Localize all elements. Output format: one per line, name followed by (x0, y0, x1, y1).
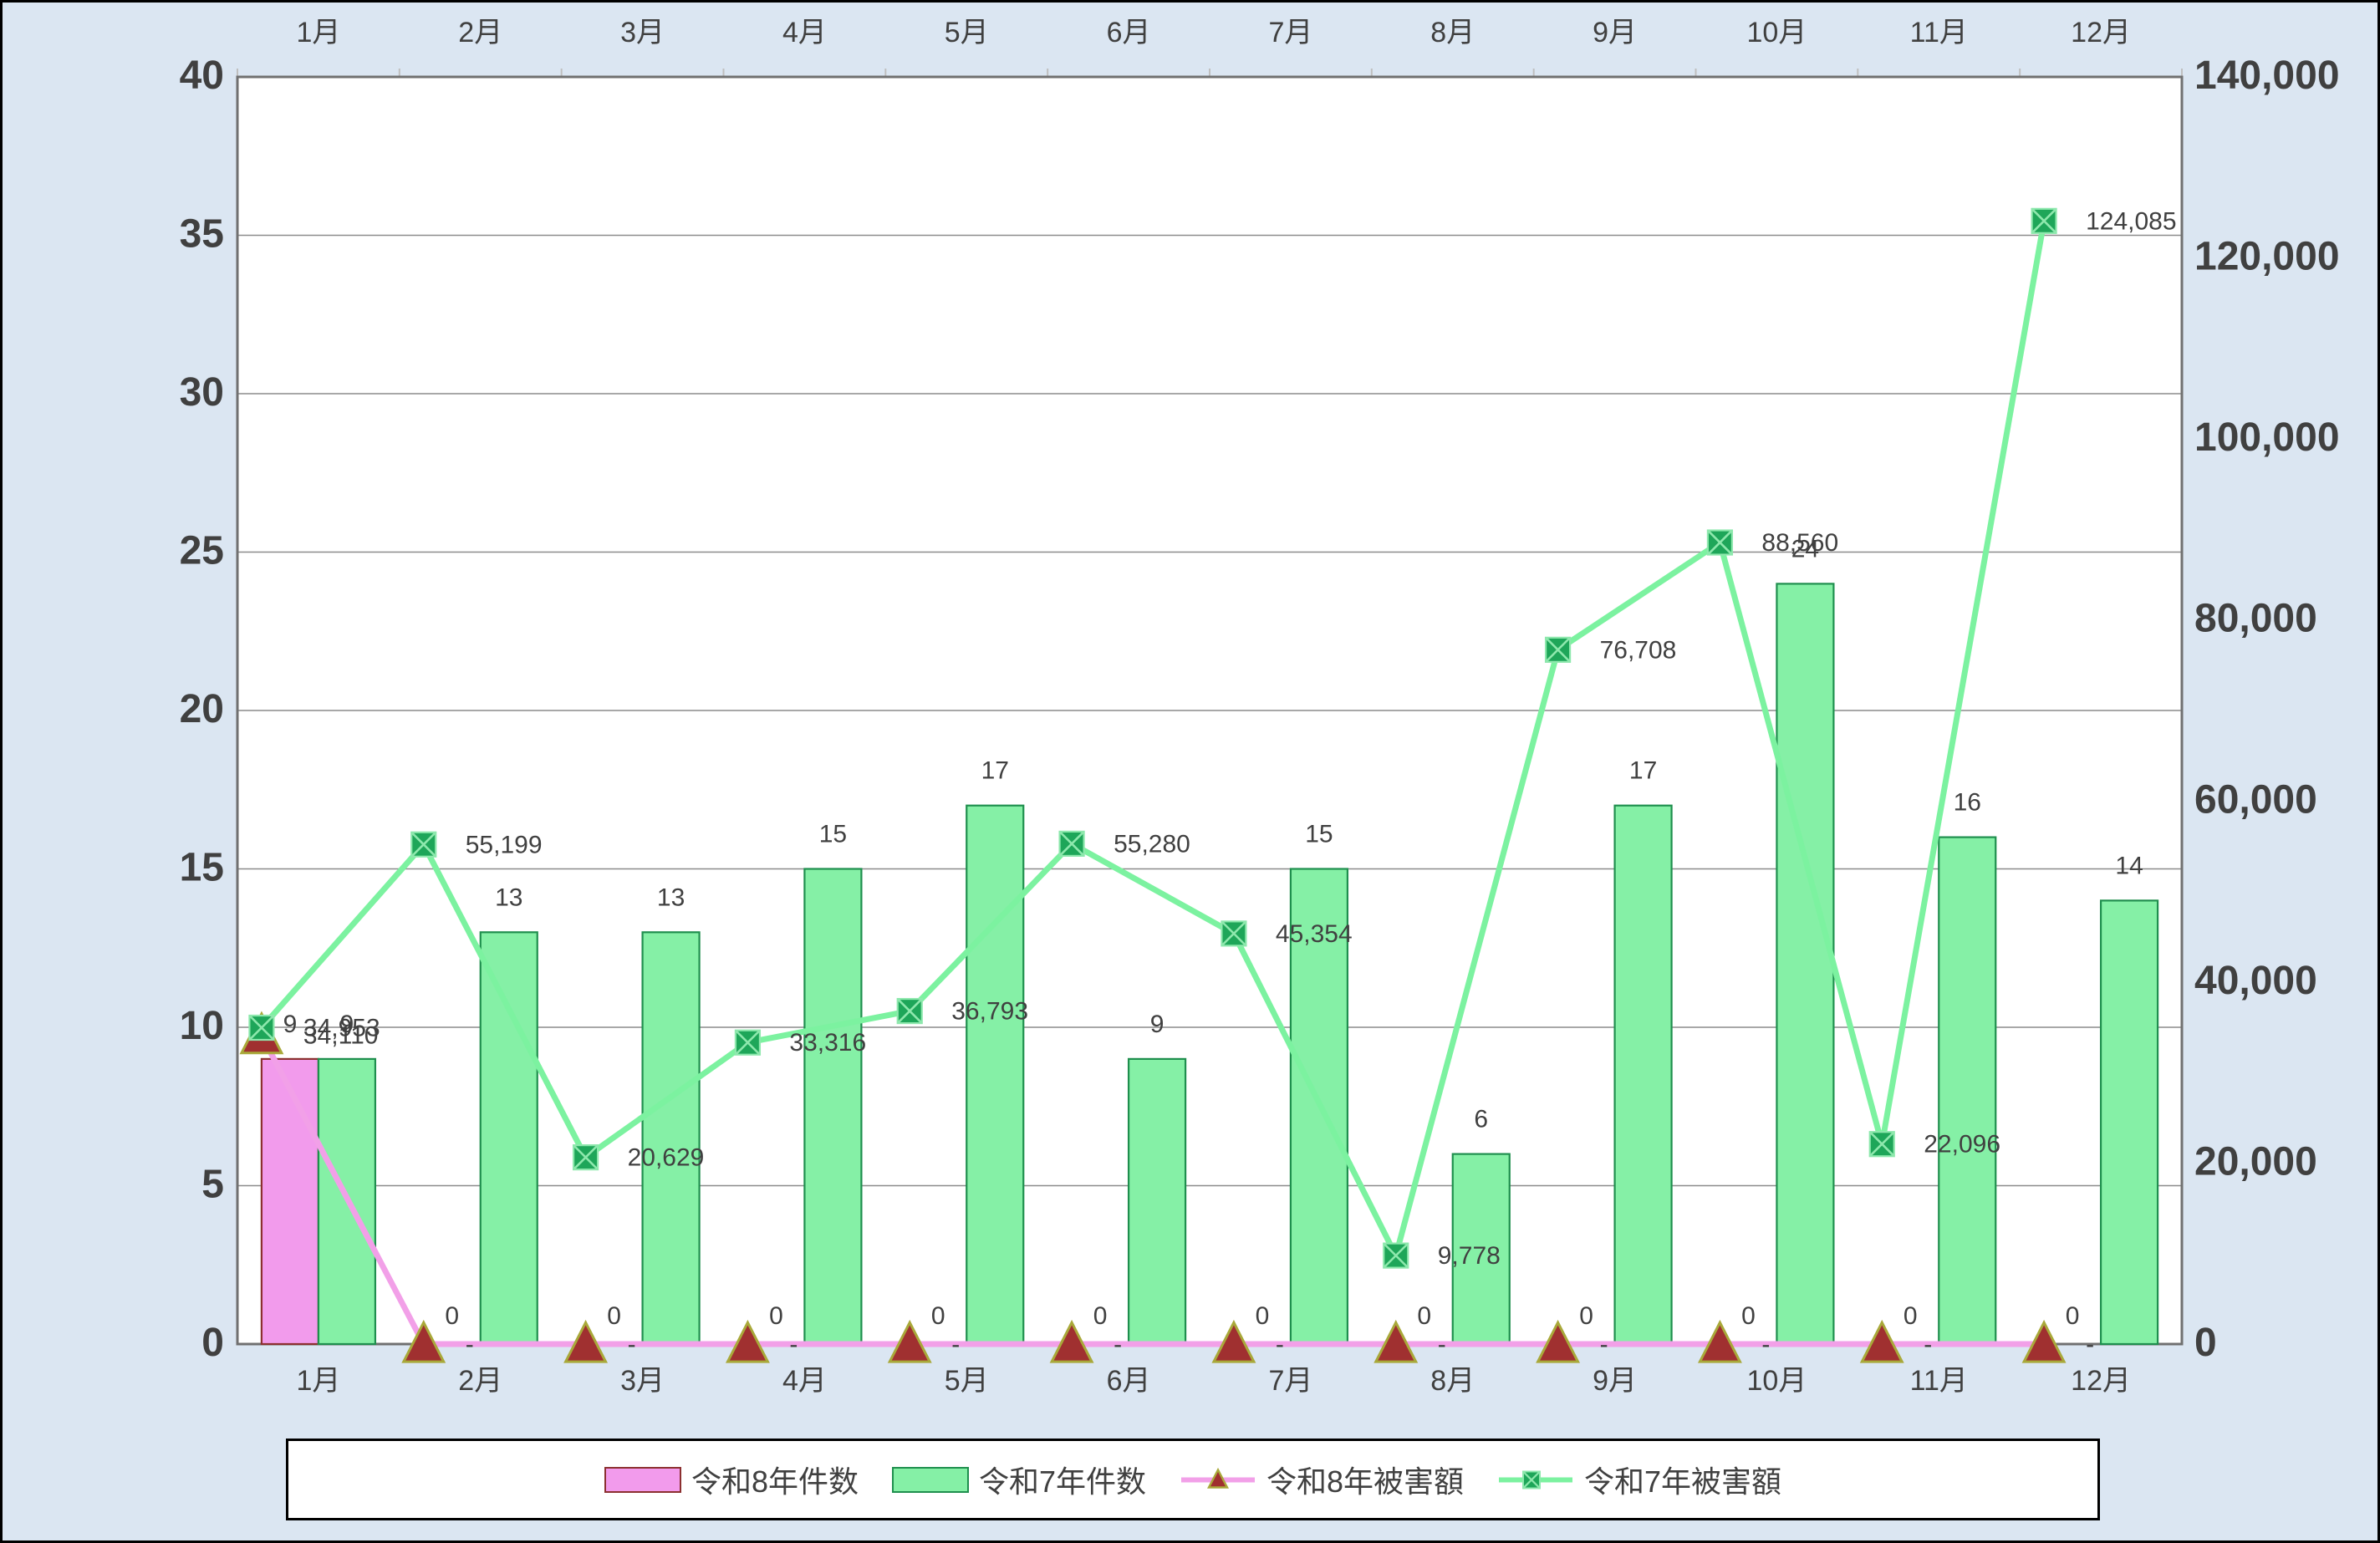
svg-text:8月: 8月 (1430, 17, 1475, 48)
svg-text:17: 17 (1629, 757, 1657, 785)
svg-text:9,778: 9,778 (1438, 1242, 1501, 1270)
svg-text:16: 16 (1954, 789, 1981, 817)
svg-text:80,000: 80,000 (2194, 597, 2317, 641)
svg-text:10: 10 (180, 1004, 224, 1048)
svg-text:8月: 8月 (1430, 1365, 1475, 1397)
svg-text:12月: 12月 (2071, 17, 2131, 48)
svg-text:11月: 11月 (1910, 17, 1968, 48)
svg-text:3月: 3月 (620, 1365, 665, 1397)
svg-text:9: 9 (1150, 1011, 1165, 1038)
svg-text:0: 0 (1093, 1302, 1108, 1330)
svg-text:2月: 2月 (458, 1365, 502, 1397)
svg-text:76,708: 76,708 (1600, 636, 1677, 664)
svg-text:25: 25 (180, 529, 224, 573)
svg-text:-: - (951, 1331, 960, 1358)
svg-text:1月: 1月 (296, 17, 340, 48)
svg-text:9: 9 (283, 1011, 298, 1038)
svg-text:7月: 7月 (1268, 1365, 1312, 1397)
svg-text:0: 0 (201, 1321, 224, 1365)
svg-text:15: 15 (1305, 821, 1333, 848)
svg-text:5月: 5月 (945, 1365, 989, 1397)
svg-text:4月: 4月 (782, 1365, 827, 1397)
svg-text:13: 13 (495, 884, 522, 911)
svg-text:0: 0 (445, 1302, 459, 1330)
svg-text:4月: 4月 (782, 17, 827, 48)
svg-text:-: - (789, 1331, 798, 1358)
svg-text:-: - (1438, 1331, 1446, 1358)
svg-text:15: 15 (180, 846, 224, 890)
svg-text:5月: 5月 (945, 17, 989, 48)
svg-text:0: 0 (1256, 1302, 1270, 1330)
svg-text:33,316: 33,316 (789, 1029, 866, 1057)
svg-text:17: 17 (981, 757, 1009, 785)
svg-text:20,000: 20,000 (2194, 1139, 2317, 1184)
svg-text:-: - (466, 1331, 474, 1358)
svg-text:35: 35 (180, 212, 224, 257)
svg-text:10月: 10月 (1747, 1365, 1807, 1397)
svg-text:-: - (2086, 1331, 2094, 1358)
svg-text:0: 0 (1903, 1302, 1918, 1330)
svg-text:0: 0 (1417, 1302, 1431, 1330)
svg-text:100,000: 100,000 (2194, 415, 2340, 460)
svg-text:6月: 6月 (1107, 1365, 1151, 1397)
svg-text:30: 30 (180, 370, 224, 415)
svg-text:0: 0 (931, 1302, 945, 1330)
svg-text:55,199: 55,199 (466, 831, 543, 858)
svg-text:0: 0 (2066, 1302, 2080, 1330)
svg-text:24: 24 (1791, 535, 1819, 563)
svg-text:-: - (628, 1331, 636, 1358)
svg-text:0: 0 (1579, 1302, 1593, 1330)
svg-text:-: - (1924, 1331, 1932, 1358)
svg-text:40: 40 (180, 53, 224, 98)
svg-text:6月: 6月 (1107, 17, 1151, 48)
svg-text:5: 5 (201, 1163, 224, 1207)
svg-text:1月: 1月 (296, 1365, 340, 1397)
svg-text:-: - (1761, 1331, 1770, 1358)
svg-text:7月: 7月 (1268, 17, 1312, 48)
svg-text:45,354: 45,354 (1276, 920, 1353, 948)
svg-text:15: 15 (819, 821, 847, 848)
svg-text:20,629: 20,629 (628, 1144, 705, 1172)
svg-text:0: 0 (2194, 1321, 2217, 1365)
svg-text:3月: 3月 (620, 17, 665, 48)
svg-text:11月: 11月 (1910, 1365, 1968, 1397)
svg-text:40,000: 40,000 (2194, 959, 2317, 1003)
svg-text:124,085: 124,085 (2086, 207, 2176, 235)
svg-text:20: 20 (180, 687, 224, 731)
svg-text:-: - (1276, 1331, 1284, 1358)
svg-text:36,793: 36,793 (951, 998, 1028, 1026)
svg-text:0: 0 (607, 1302, 621, 1330)
svg-text:9月: 9月 (1593, 17, 1637, 48)
svg-text:9: 9 (340, 1011, 354, 1038)
svg-text:14: 14 (2115, 852, 2143, 879)
svg-text:9月: 9月 (1593, 1365, 1637, 1397)
svg-text:55,280: 55,280 (1114, 830, 1190, 858)
svg-text:0: 0 (769, 1302, 783, 1330)
svg-text:140,000: 140,000 (2194, 53, 2340, 98)
svg-text:10月: 10月 (1747, 17, 1807, 48)
svg-text:-: - (1114, 1331, 1122, 1358)
svg-text:13: 13 (657, 884, 685, 911)
svg-text:6: 6 (1474, 1106, 1488, 1133)
svg-text:-: - (1600, 1331, 1608, 1358)
svg-text:120,000: 120,000 (2194, 235, 2340, 279)
svg-text:60,000: 60,000 (2194, 777, 2317, 822)
svg-text:0: 0 (1741, 1302, 1756, 1330)
svg-text:2月: 2月 (458, 17, 502, 48)
svg-text:22,096: 22,096 (1924, 1131, 2000, 1159)
svg-text:12月: 12月 (2071, 1365, 2131, 1397)
